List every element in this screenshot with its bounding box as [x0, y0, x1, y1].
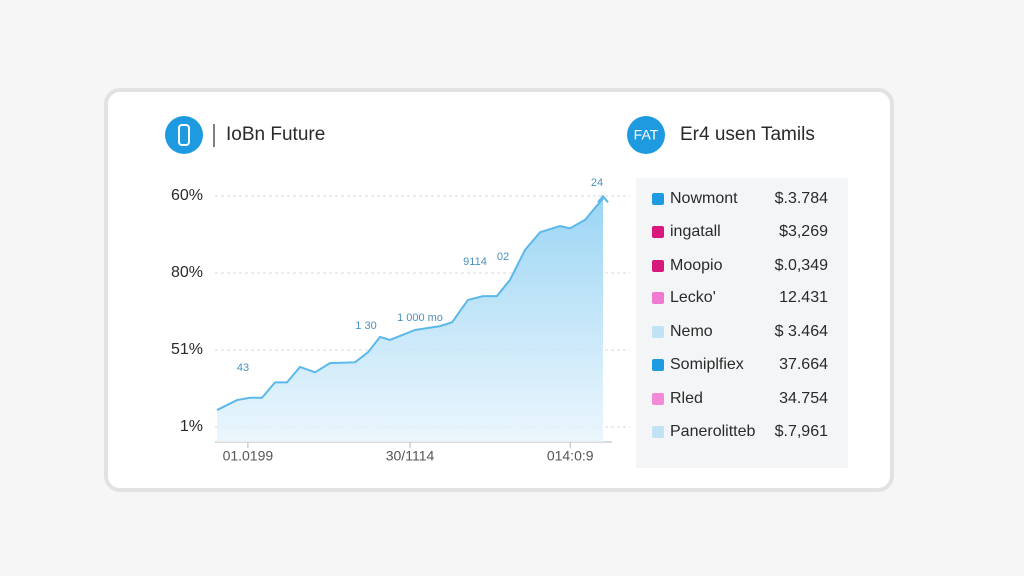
legend-name: Somiplfiex — [670, 356, 744, 373]
legend-swatch — [652, 292, 664, 304]
area-fill — [217, 198, 603, 442]
area-line — [216, 197, 604, 411]
legend-swatch — [652, 260, 664, 272]
legend-name: Panerolitteb — [670, 423, 755, 440]
legend-name: Rled — [670, 390, 703, 407]
annotation: 02 — [497, 251, 509, 263]
legend-value: $ 3.464 — [775, 323, 828, 340]
legend-value: 37.664 — [779, 356, 828, 373]
y-tick-label: 51% — [171, 341, 203, 358]
legend-name: ingatall — [670, 223, 721, 240]
annotation: 1 30 — [355, 320, 376, 332]
legend-value: 12.431 — [779, 289, 828, 306]
legend-swatch — [652, 226, 664, 238]
annotation: 43 — [237, 362, 249, 374]
legend-value: $.0,349 — [775, 257, 828, 274]
legend-swatch — [652, 426, 664, 438]
legend-name: Nemo — [670, 323, 713, 340]
icon-glyph — [178, 124, 190, 146]
legend-name: Nowmont — [670, 190, 738, 207]
legend-swatch — [652, 393, 664, 405]
legend-value: $.3.784 — [775, 190, 828, 207]
right-title: Er4 usen Tamils — [680, 124, 815, 145]
legend-value: $.7,961 — [775, 423, 828, 440]
legend-panel — [636, 178, 848, 468]
app-icon — [165, 116, 203, 154]
right-icon — [627, 116, 665, 154]
x-tick-label: 014:0:9 — [547, 448, 594, 464]
legend-name: Moopio — [670, 257, 723, 274]
y-tick-label: 60% — [171, 187, 203, 204]
legend-swatch — [652, 326, 664, 338]
legend-swatch — [652, 193, 664, 205]
y-tick-label: 1% — [180, 418, 203, 435]
x-tick-label: 30/1114 — [386, 448, 435, 464]
annotation: 24 — [591, 177, 603, 189]
legend-swatch — [652, 359, 664, 371]
legend-value: 34.754 — [779, 390, 828, 407]
right-icon-text: FAT — [634, 127, 659, 143]
left-title: IoBn Future — [226, 124, 325, 145]
annotation: 1 000 mo — [397, 312, 443, 324]
x-tick-label: 01.0199 — [223, 448, 274, 464]
legend-value: $3,269 — [779, 223, 828, 240]
y-tick-label: 80% — [171, 264, 203, 281]
legend-name: Lecko' — [670, 289, 716, 306]
annotation: 9114 — [463, 256, 487, 268]
end-arrow — [597, 194, 609, 203]
